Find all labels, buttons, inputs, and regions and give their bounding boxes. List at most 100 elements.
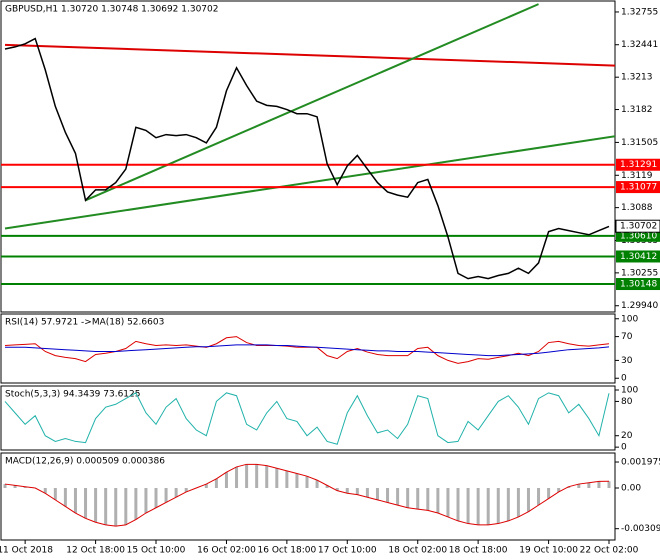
panel-frame	[0, 313, 616, 384]
trend-line	[85, 3, 539, 202]
histogram-bar	[53, 488, 57, 500]
histogram-bar	[607, 481, 611, 489]
histogram-bar	[486, 488, 490, 525]
histogram-bar	[506, 488, 510, 521]
y-tick-label: 0	[621, 374, 627, 384]
x-tick-label: 18 Oct 18:00	[449, 546, 508, 556]
histogram-bar	[224, 472, 228, 489]
y-tick-label: 100	[621, 314, 638, 324]
y-tick-label: 70	[621, 332, 633, 342]
y-tick-label: 1.31505	[621, 138, 658, 148]
histogram-bar	[496, 488, 500, 524]
panel-frame	[0, 452, 616, 541]
histogram-bar	[355, 488, 359, 495]
y-tick-label: 1.32755	[621, 7, 658, 17]
level-label-bg	[616, 278, 660, 291]
histogram-bar	[174, 488, 178, 498]
histogram-bar	[466, 488, 470, 524]
level-label-bg	[616, 250, 660, 263]
histogram-bar	[154, 488, 158, 508]
histogram-bar	[325, 485, 329, 489]
x-tick-label: 15 Oct 10:00	[127, 546, 186, 556]
level-label: 1.30412	[620, 252, 657, 262]
y-tick-label: 0	[621, 443, 627, 453]
histogram-bar	[426, 488, 430, 511]
y-tick-label: 1.3213	[621, 73, 653, 83]
level-label: 1.31291	[620, 160, 657, 170]
histogram-bar	[597, 481, 601, 489]
histogram-bar	[23, 486, 27, 489]
histogram-bar	[365, 488, 369, 498]
histogram-bar	[214, 478, 218, 489]
x-tick-label: 17 Oct 10:00	[318, 546, 377, 556]
histogram-bar	[84, 488, 88, 519]
y-tick-label: 0.00	[621, 484, 641, 494]
x-tick-label: 16 Oct 02:00	[197, 546, 256, 556]
panel-frame	[0, 385, 616, 451]
histogram-bar	[456, 488, 460, 521]
y-tick-label: 1.32441	[621, 40, 658, 50]
series-line	[4, 392, 610, 445]
level-label: 1.31077	[620, 183, 657, 193]
panel-title: GBPUSD,H1 1.30720 1.30748 1.30692 1.3070…	[5, 5, 218, 15]
histogram-bar	[184, 488, 188, 492]
x-tick-label: 12 Oct 18:00	[66, 546, 125, 556]
histogram-bar	[94, 488, 98, 523]
histogram-bar	[134, 488, 138, 520]
histogram-bar	[345, 488, 349, 494]
level-label-bg	[616, 181, 660, 194]
y-tick-label: 1.3182	[621, 105, 653, 115]
histogram-bar	[114, 488, 118, 527]
y-tick-label: 30	[621, 356, 633, 366]
panel-title: MACD(12,26,9) 0.000509 0.000386	[5, 457, 165, 467]
histogram-bar	[577, 484, 581, 489]
current-price-bg	[615, 219, 660, 233]
histogram-bar	[446, 488, 450, 517]
histogram-bar	[124, 488, 128, 525]
y-tick-label: 1.30255	[621, 268, 658, 278]
histogram-bar	[416, 488, 420, 510]
histogram-bar	[526, 488, 530, 512]
level-label-bg	[616, 229, 660, 242]
histogram-bar	[406, 488, 410, 508]
histogram-bar	[235, 466, 239, 489]
histogram-bar	[335, 488, 339, 491]
level-label: 1.30148	[620, 280, 657, 290]
panel-title: Stoch(5,3,3) 94.3439 73.6125	[5, 390, 140, 400]
x-tick-label: 11 Oct 2018	[0, 546, 53, 556]
histogram-bar	[104, 488, 108, 525]
histogram-bar	[265, 465, 269, 489]
histogram-bar	[305, 476, 309, 489]
y-tick-label: 80	[621, 397, 633, 407]
level-label-bg	[616, 158, 660, 171]
histogram-bar	[516, 488, 520, 517]
y-tick-label: 0.001975	[621, 458, 660, 468]
level-label: 1.30610	[620, 231, 657, 241]
x-tick-label: 18 Oct 02:00	[388, 546, 447, 556]
trend-line	[4, 43, 615, 67]
histogram-bar	[315, 480, 319, 489]
y-tick-label: 1.3119	[621, 171, 653, 181]
histogram-bar	[144, 488, 148, 514]
x-tick-label: 16 Oct 18:00	[258, 546, 317, 556]
histogram-bar	[587, 482, 591, 489]
y-tick-label: 20	[621, 431, 633, 441]
histogram-bar	[295, 473, 299, 489]
histogram-bar	[245, 464, 249, 489]
histogram-bar	[557, 488, 561, 492]
histogram-bar	[275, 468, 279, 489]
x-tick-label: 22 Oct 02:00	[580, 546, 639, 556]
series-line	[4, 336, 610, 364]
y-tick-label: 1.29940	[621, 301, 658, 311]
histogram-bar	[3, 484, 7, 489]
histogram-bar	[285, 470, 289, 489]
series-line	[4, 37, 610, 280]
macd-line	[4, 463, 610, 527]
histogram-bar	[567, 486, 571, 489]
panel-title: RSI(14) 57.9721 ->MA(18) 52.6603	[5, 318, 164, 328]
histogram-bar	[537, 488, 541, 506]
histogram-bar	[204, 484, 208, 489]
histogram-bar	[396, 488, 400, 506]
